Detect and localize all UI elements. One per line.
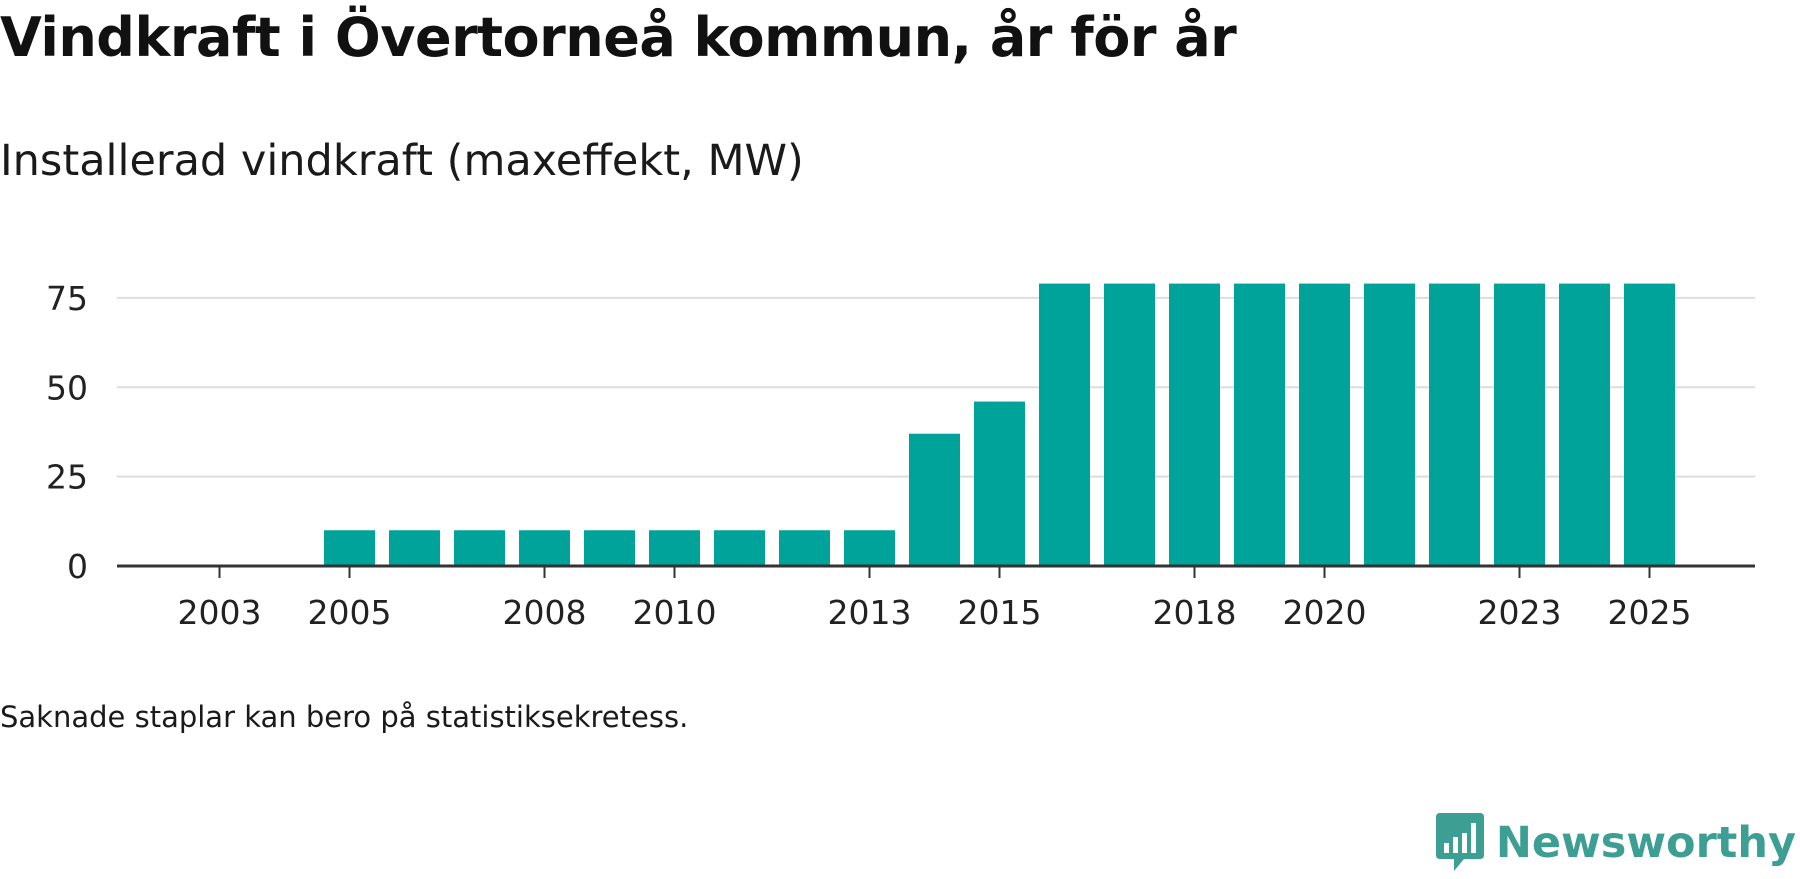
chart-footnote: Saknade staplar kan bero på statistiksek… bbox=[0, 700, 689, 734]
bar-2011 bbox=[714, 530, 765, 566]
y-tick-label: 75 bbox=[46, 279, 88, 318]
bar-chart: 0 25 50 75 2003 2005 2008 2010 2013 2015 2018 2020 2… bbox=[46, 279, 1755, 632]
bar-2014 bbox=[909, 433, 960, 566]
bars bbox=[324, 283, 1675, 566]
axes: 0 25 50 75 2003 2005 2008 2010 2013 2015 2018 2020 2… bbox=[46, 279, 1755, 632]
bar-2023 bbox=[1494, 283, 1545, 566]
bar-2024 bbox=[1559, 283, 1610, 566]
bar-2020 bbox=[1299, 283, 1350, 566]
chart-subtitle: Installerad vindkraft (maxeffekt, MW) bbox=[0, 136, 804, 186]
x-tick-label: 2010 bbox=[633, 593, 717, 632]
x-tick-label: 2008 bbox=[503, 593, 587, 632]
bar-2021 bbox=[1364, 283, 1415, 566]
x-tick-label: 2025 bbox=[1608, 593, 1692, 632]
bar-2007 bbox=[454, 530, 505, 566]
x-tick-label: 2020 bbox=[1283, 593, 1367, 632]
chart-title: Vindkraft i Övertorneå kommun, år för år bbox=[0, 6, 1237, 69]
bar-2016 bbox=[1039, 283, 1090, 566]
bar-2017 bbox=[1104, 283, 1155, 566]
x-tick-label: 2015 bbox=[958, 593, 1042, 632]
y-tick-label: 0 bbox=[67, 547, 88, 586]
x-tick-label: 2018 bbox=[1153, 593, 1237, 632]
bar-2008 bbox=[519, 530, 570, 566]
bar-2012 bbox=[779, 530, 830, 566]
y-tick-label: 25 bbox=[46, 458, 88, 497]
y-tick-label: 50 bbox=[46, 368, 88, 407]
x-tick-label: 2005 bbox=[308, 593, 392, 632]
x-tick-label: 2013 bbox=[828, 593, 912, 632]
bar-2018 bbox=[1169, 283, 1220, 566]
newsworthy-logo-icon bbox=[1435, 813, 1484, 871]
bar-2015 bbox=[974, 401, 1025, 566]
bar-2005 bbox=[324, 530, 375, 566]
bar-2019 bbox=[1234, 283, 1285, 566]
bar-2013 bbox=[844, 530, 895, 566]
bar-2006 bbox=[389, 530, 440, 566]
bar-2022 bbox=[1429, 283, 1480, 566]
newsworthy-logo: Newsworthy bbox=[1434, 813, 1796, 873]
x-tick-label: 2023 bbox=[1478, 593, 1562, 632]
newsworthy-logo-text: Newsworthy bbox=[1495, 818, 1796, 868]
x-tick-label: 2003 bbox=[178, 593, 262, 632]
bar-2025 bbox=[1624, 283, 1675, 566]
bar-2010 bbox=[649, 530, 700, 566]
bar-2009 bbox=[584, 530, 635, 566]
